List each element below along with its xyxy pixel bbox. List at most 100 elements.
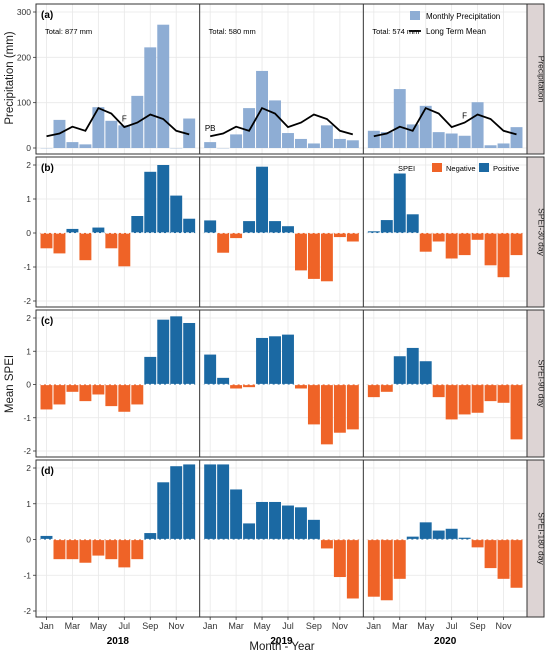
bar [243,523,256,540]
bar [432,132,445,148]
bar [40,384,53,410]
bar [497,143,510,148]
bar [269,336,281,385]
bar [92,227,105,233]
bar [92,107,105,148]
bar [419,522,432,540]
bar [157,482,170,540]
y-tick-label: -2 [23,446,31,456]
bar [406,347,419,385]
x-tick-label: Nov [332,621,349,631]
bar [230,134,243,148]
bar [432,233,445,242]
bar [204,354,217,385]
x-tick-label: Jul [282,621,294,631]
bar [256,166,269,233]
facet-strip-label: SPEI-30 day [537,208,547,256]
panel-tag: (b) [41,163,54,174]
bar [269,100,281,148]
bar [204,464,217,540]
bar [282,226,294,233]
facet-strip [526,459,545,618]
bar [105,384,118,407]
bar [66,142,79,148]
bar [105,539,118,560]
bar [170,195,183,233]
bar [204,220,217,233]
bar [346,384,359,430]
bar [118,539,131,568]
facet-strip [526,3,545,155]
bar [105,233,118,249]
y-tick-label: -2 [23,296,31,306]
legend-label-precipitation: Monthly Precipitation [426,12,500,21]
bar [105,120,118,148]
panel-2: -2 -1 0 1 2 SPEI-90 day (c) [23,309,547,458]
y-tick-label: -2 [23,606,31,616]
panel-tag: (c) [41,316,53,327]
y-tick-label: 0 [26,535,31,545]
x-tick-label: May [254,621,272,631]
y-tick-label: -1 [23,413,31,423]
bar [445,528,458,540]
y-tick-label: 1 [26,194,31,204]
bar [367,130,380,148]
long-term-mean-line [373,106,517,138]
bar [471,233,484,240]
annotation-label: F [122,114,127,123]
x-tick-label: Mar [228,621,244,631]
bar [333,233,346,238]
plot-background [36,460,527,617]
bar [217,377,230,385]
bar [294,138,307,148]
bar [144,47,157,148]
x-tick-label: May [417,621,435,631]
plot-background [36,157,527,307]
panel-tag: (d) [41,466,54,477]
bar [445,384,458,420]
total-label: Total: 580 mm [209,27,256,36]
bar [320,125,333,148]
bar [157,165,170,233]
bar [66,384,79,392]
bar [510,384,523,440]
bar [243,108,256,148]
bar [230,384,243,389]
bar [419,233,432,252]
bar [471,384,484,413]
facet-strip-label: Precipitation [537,56,547,103]
y-tick-label: 1 [26,346,31,356]
year-label: 2019 [270,636,293,647]
facet-strip-label: SPEI-90 day [537,360,547,408]
panel-1: -2 -1 0 1 2 SPEI-30 day (b) SPEI Negative Positiv… [23,156,547,308]
bar [307,384,320,425]
bar [406,214,419,233]
bar [183,322,196,385]
bar [118,233,131,267]
bar [294,507,307,540]
bar [406,124,419,148]
facet-strip [526,156,545,308]
bar [380,539,393,601]
bar [183,464,196,540]
bar [497,539,510,579]
bar [458,135,471,148]
bar [380,220,393,233]
bar [256,501,269,540]
bar [307,143,320,148]
legend-label-positive: Positive [493,164,519,173]
bar [320,384,333,445]
facet-strip [526,309,545,458]
x-tick-label: Mar [65,621,81,631]
bar [53,233,66,254]
long-term-mean-line [210,106,354,138]
x-tick-label: Jan [367,621,382,631]
bar [66,228,79,233]
y-axis-title-precipitation: Precipitation (mm) [4,31,16,124]
bar [432,530,445,540]
y-tick-label: -1 [23,262,31,272]
total-label: Total: 877 mm [45,27,92,36]
legend-title-spei: SPEI [398,164,415,173]
bar [170,466,183,540]
bar [406,536,419,540]
